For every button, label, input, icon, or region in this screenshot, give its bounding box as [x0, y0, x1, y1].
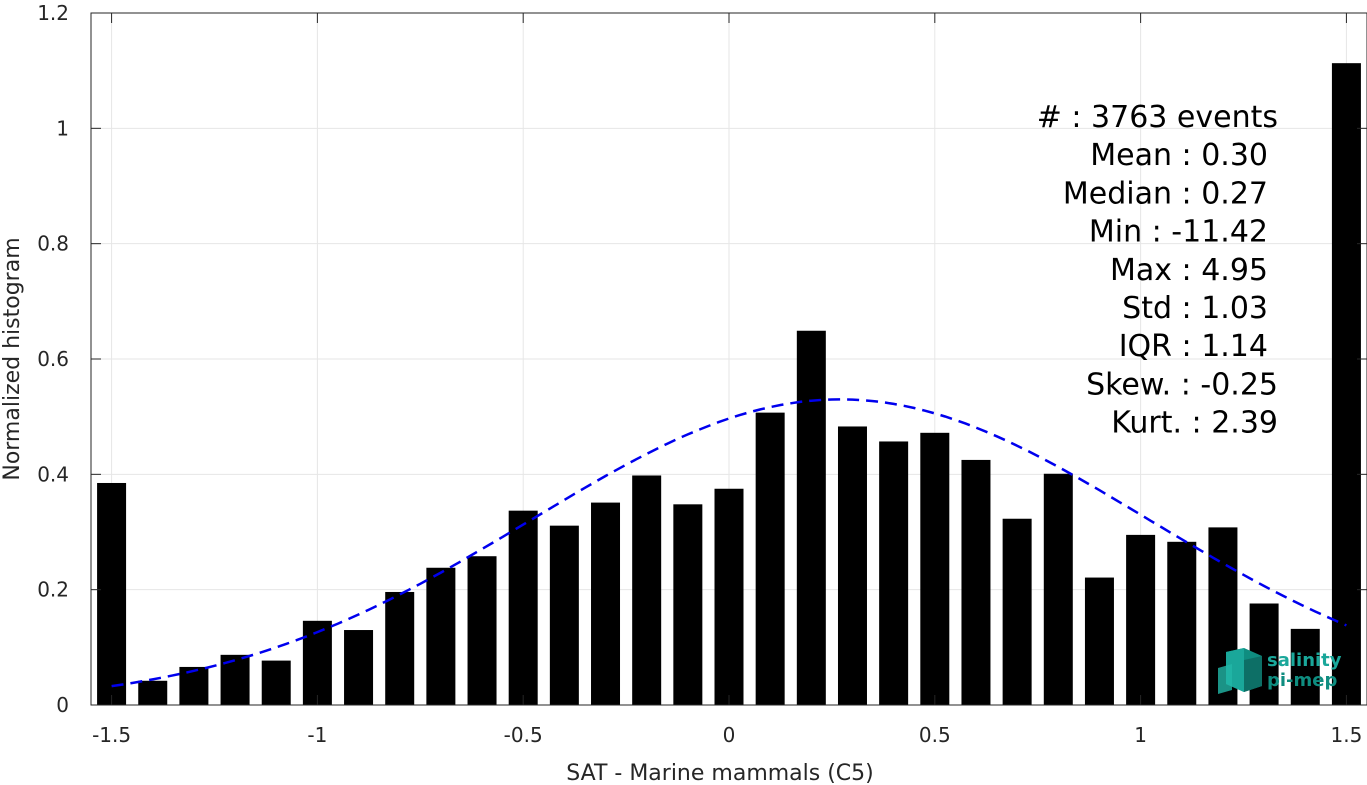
- stat-line: Skew. : -0.25: [1086, 367, 1278, 402]
- y-tick-label: 0.2: [37, 578, 69, 602]
- histogram-bar: [1290, 628, 1320, 705]
- x-tick-label: 1.5: [1331, 723, 1363, 747]
- histogram-bar: [549, 525, 579, 705]
- x-tick-label: 0: [723, 723, 736, 747]
- histogram-bar: [673, 504, 703, 705]
- histogram-bar: [302, 620, 332, 705]
- histogram-bar: [961, 459, 991, 705]
- histogram-bar: [837, 426, 867, 705]
- x-axis-title: SAT - Marine mammals (C5): [566, 761, 874, 785]
- histogram-bar: [1331, 63, 1361, 706]
- y-tick-label: 0.8: [37, 232, 69, 256]
- histogram-bar: [755, 412, 785, 705]
- stat-line: Min : -11.42: [1089, 215, 1268, 250]
- salinity-pimep-logo: salinity pi-mep: [1218, 648, 1342, 694]
- y-tick-label: 0: [56, 693, 69, 717]
- stat-line: Max : 4.95: [1110, 253, 1268, 288]
- stat-line: IQR : 1.14: [1119, 329, 1268, 364]
- stat-line: # : 3763 events: [1037, 100, 1278, 135]
- histogram-bar: [97, 482, 127, 705]
- histogram-bar: [1043, 473, 1073, 705]
- histogram-bar: [467, 556, 497, 705]
- histogram-bar: [344, 630, 374, 705]
- logo-text-line2: pi-mep: [1267, 670, 1337, 691]
- histogram-bar: [179, 666, 209, 705]
- histogram-bar: [1126, 534, 1156, 705]
- histogram-bar: [138, 680, 168, 705]
- y-tick-label: 1: [56, 116, 69, 140]
- histogram-bar: [920, 432, 950, 705]
- histogram-bar: [261, 660, 291, 705]
- histogram-bar: [508, 510, 538, 705]
- gaussian-fit-curve: [111, 398, 1347, 688]
- histogram-bar: [426, 567, 456, 705]
- histogram-bar: [1002, 518, 1032, 705]
- stat-line: Kurt. : 2.39: [1111, 406, 1278, 441]
- x-tick-label: 0.5: [919, 723, 951, 747]
- logo-text-line1: salinity: [1267, 650, 1342, 671]
- histogram-bar: [879, 441, 909, 705]
- x-tick-label: -0.5: [504, 723, 543, 747]
- logo-cube-icon: [1218, 648, 1262, 694]
- x-tick-label: -1.5: [92, 723, 131, 747]
- histogram-bar: [385, 591, 415, 705]
- stat-line: Mean : 0.30: [1090, 138, 1268, 173]
- x-tick-label: -1: [307, 723, 327, 747]
- histogram-bar: [1084, 577, 1114, 705]
- stat-line: Median : 0.27: [1063, 176, 1268, 211]
- x-tick-label: 1: [1134, 723, 1147, 747]
- stat-line: Std : 1.03: [1122, 291, 1268, 326]
- histogram-bars: [97, 63, 1361, 706]
- histogram-bar: [796, 330, 826, 705]
- y-tick-label: 0.6: [37, 347, 69, 371]
- histogram-bar: [591, 502, 621, 705]
- y-tick-label: 1.2: [37, 1, 69, 25]
- y-axis-title: Normalized histogram: [0, 237, 25, 480]
- y-tick-label: 0.4: [37, 462, 69, 486]
- histogram-bar: [1167, 541, 1197, 705]
- histogram-bar: [714, 488, 744, 705]
- axis-ticks: -1.5 -1 -0.5 0 0.5 1 1.5 0 0.2 0.4 0.6 0.8 1 1.2: [37, 1, 1367, 747]
- histogram-bar: [632, 475, 662, 705]
